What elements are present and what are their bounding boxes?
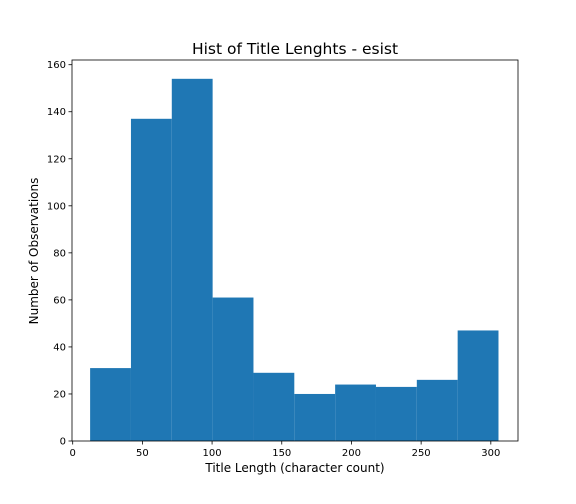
y-tick-label: 160 xyxy=(47,60,66,71)
x-tick-label: 300 xyxy=(481,448,500,459)
histogram-bar-3 xyxy=(171,78,213,441)
chart-title: Hist of Title Lenghts - esist xyxy=(192,40,398,58)
y-tick-label: 20 xyxy=(53,389,66,400)
y-tick-label: 0 xyxy=(60,437,66,448)
histogram-bar-5 xyxy=(253,372,295,441)
x-tick-label: 200 xyxy=(342,448,361,459)
y-tick-label: 40 xyxy=(53,342,66,353)
histogram-bar-1 xyxy=(90,368,131,441)
y-tick-label: 140 xyxy=(47,107,66,118)
x-tick-label: 0 xyxy=(70,448,76,459)
y-axis-ticks: 0 20 40 60 80 100 120 140 160 xyxy=(47,60,72,448)
y-tick-label: 120 xyxy=(47,154,66,165)
bars-group xyxy=(90,78,499,441)
histogram-bar-6 xyxy=(294,393,336,441)
histogram-bar-2 xyxy=(130,118,172,441)
x-axis-ticks: 0 50 100 150 200 250 300 xyxy=(70,441,500,459)
histogram-bar-8 xyxy=(375,386,417,441)
x-tick-label: 250 xyxy=(412,448,431,459)
histogram-bar-4 xyxy=(212,297,254,441)
plot-area-frame xyxy=(71,59,519,442)
x-tick-label: 50 xyxy=(136,448,149,459)
x-tick-label: 100 xyxy=(203,448,222,459)
y-tick-label: 80 xyxy=(53,248,66,259)
y-tick-label: 100 xyxy=(47,201,66,212)
x-tick-label: 150 xyxy=(272,448,291,459)
y-axis-label: Number of Observations xyxy=(27,178,41,325)
histogram-bar-9 xyxy=(416,379,458,441)
y-tick-label: 60 xyxy=(53,295,66,306)
x-axis-label: Title Length (character count) xyxy=(204,461,384,475)
histogram-bar-7 xyxy=(335,384,376,441)
histogram-bar-10 xyxy=(457,330,499,441)
